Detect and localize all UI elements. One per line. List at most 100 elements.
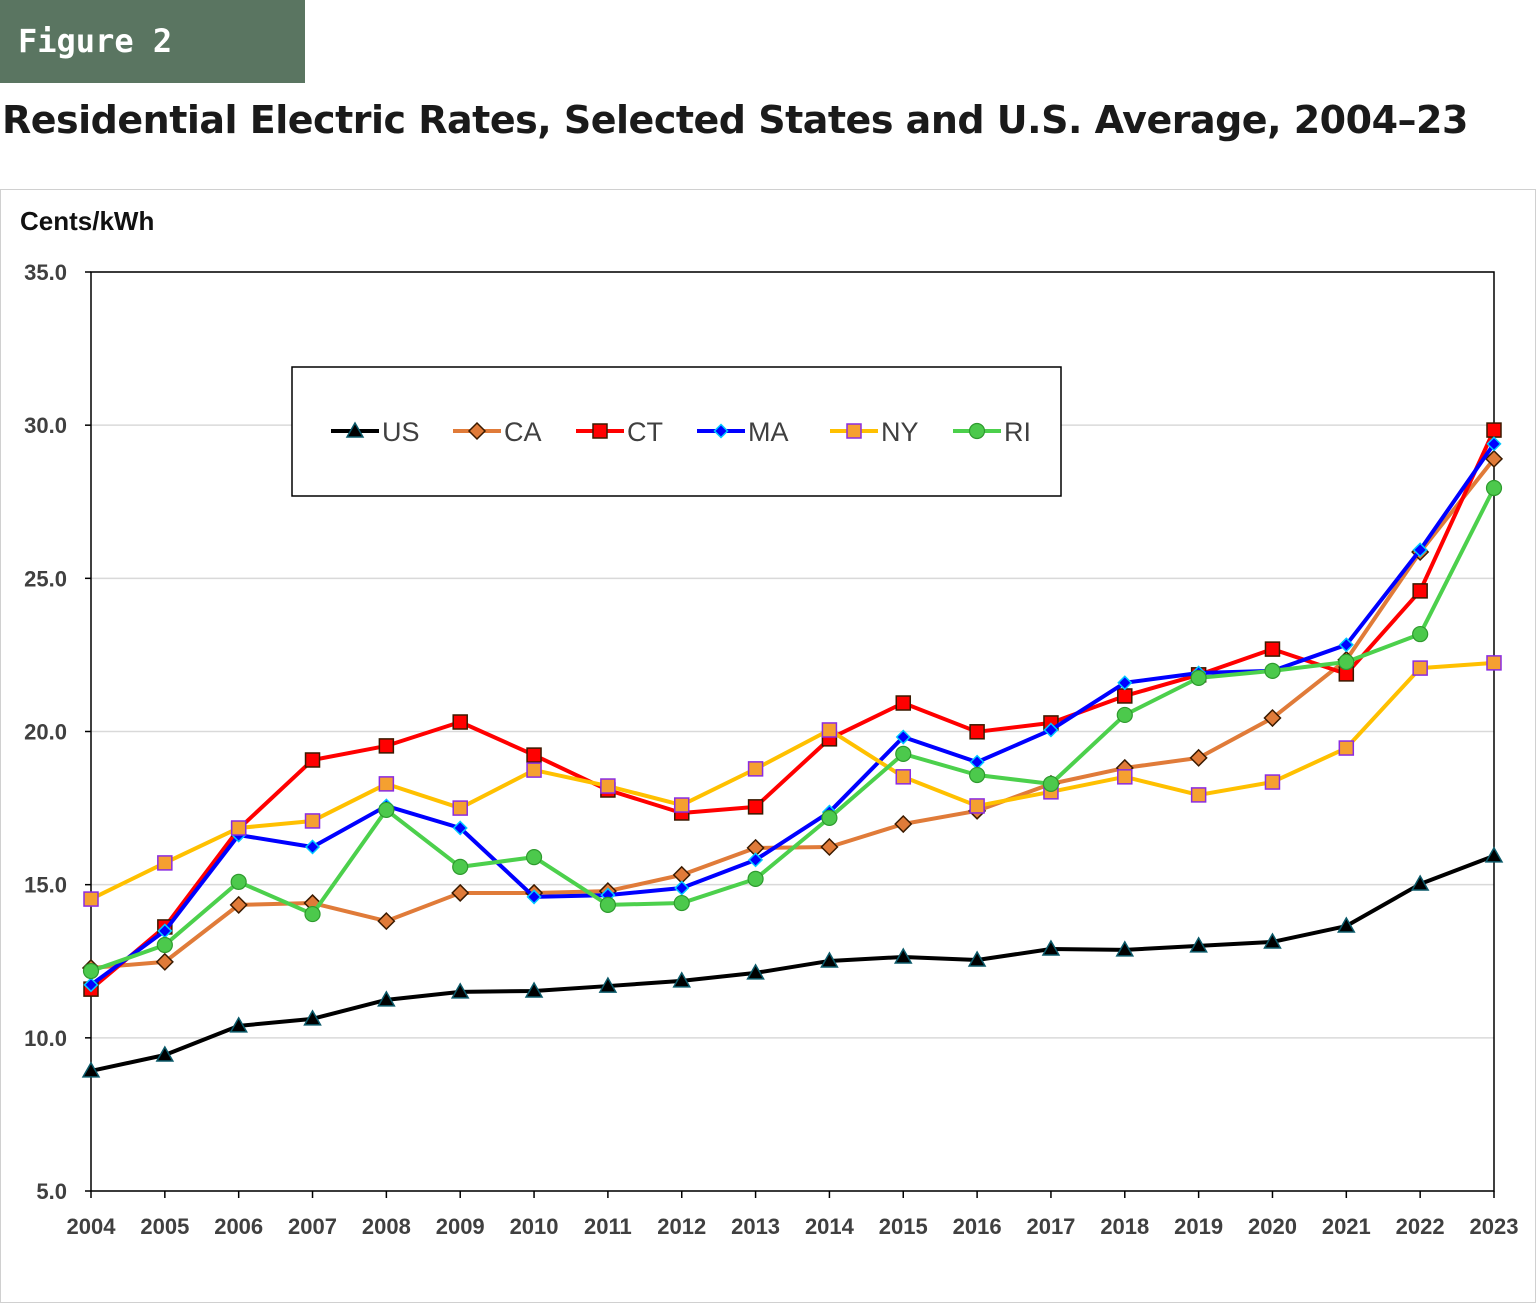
- x-tick-label: 2009: [436, 1214, 485, 1239]
- data-point-us: [1041, 939, 1061, 956]
- data-point-us: [598, 976, 618, 993]
- x-tick-label: 2018: [1100, 1214, 1149, 1239]
- series-ct: [83, 422, 1502, 997]
- data-point-ri: [895, 745, 912, 762]
- legend-label-ri: RI: [1004, 417, 1031, 447]
- series-us: [81, 846, 1504, 1078]
- data-point-ma: [1338, 637, 1354, 653]
- data-point-ct: [1412, 583, 1428, 599]
- data-point-ct: [747, 799, 764, 815]
- legend-label-us: US: [382, 417, 420, 447]
- legend-marker-ct: [592, 423, 608, 439]
- series-line-ri: [90, 487, 1496, 973]
- data-point-ri: [156, 936, 173, 954]
- data-point-ct: [526, 747, 542, 763]
- x-tick-label: 2008: [362, 1214, 411, 1239]
- data-point-ny: [1412, 660, 1428, 676]
- legend-marker-ma: [713, 423, 729, 439]
- data-point-ri: [1116, 706, 1133, 724]
- figure-label: Figure 2: [0, 0, 305, 83]
- data-point-ny: [600, 778, 616, 794]
- data-point-us: [1484, 846, 1504, 863]
- data-point-ny: [452, 800, 468, 816]
- data-point-ct: [304, 752, 321, 768]
- data-point-ct: [1486, 422, 1502, 438]
- data-point-ma: [1117, 675, 1133, 691]
- data-point-ny: [1190, 787, 1207, 803]
- data-point-ca: [451, 883, 470, 902]
- data-point-ri: [673, 894, 690, 912]
- x-tick-label: 2023: [1470, 1214, 1519, 1239]
- data-point-ny: [747, 761, 764, 777]
- y-tick-label: 5.0: [36, 1179, 67, 1204]
- x-tick-label: 2007: [288, 1214, 337, 1239]
- data-point-ca: [229, 895, 248, 914]
- legend-marker-us: [345, 421, 365, 438]
- x-tick-label: 2015: [879, 1214, 928, 1239]
- x-tick-label: 2005: [140, 1214, 189, 1239]
- data-point-us: [377, 990, 396, 1007]
- x-tick-label: 2013: [731, 1214, 780, 1239]
- x-tick-label: 2012: [657, 1214, 706, 1239]
- series-ri: [82, 479, 1503, 980]
- y-tick-label: 35.0: [24, 260, 67, 285]
- data-point-ny: [673, 797, 690, 813]
- data-point-ny: [157, 855, 173, 871]
- data-point-ma: [304, 839, 321, 855]
- data-point-ct: [1264, 641, 1281, 657]
- series-line-ct: [89, 429, 1496, 991]
- data-point-ri: [1485, 479, 1503, 497]
- data-point-ny: [230, 820, 247, 836]
- legend-marker-ca: [467, 421, 487, 441]
- data-point-ma: [452, 820, 468, 836]
- data-point-ca: [377, 912, 396, 931]
- data-point-ma: [748, 852, 764, 868]
- data-point-ny: [1117, 769, 1133, 785]
- data-point-ma: [895, 729, 911, 745]
- data-point-ri: [452, 858, 469, 875]
- data-point-ny: [1338, 740, 1355, 756]
- y-axis-label: Cents/kWh: [20, 206, 154, 236]
- x-tick-label: 2006: [214, 1214, 263, 1239]
- data-point-us: [1410, 874, 1430, 891]
- legend-marker-ny: [846, 423, 862, 439]
- plot-area: [90, 271, 1495, 1192]
- data-point-ma: [969, 754, 985, 770]
- series-ny: [83, 655, 1502, 907]
- data-point-ri: [747, 870, 764, 887]
- data-point-ca: [894, 814, 913, 834]
- data-point-us: [1263, 932, 1282, 949]
- legend-label-ma: MA: [748, 417, 789, 447]
- data-point-ma: [674, 880, 690, 896]
- data-point-ny: [1486, 655, 1502, 671]
- x-tick-label: 2019: [1174, 1214, 1223, 1239]
- data-point-ca: [1263, 708, 1282, 728]
- data-point-ny: [83, 891, 99, 907]
- data-point-ri: [304, 905, 321, 923]
- data-point-ct: [969, 724, 985, 740]
- data-point-ma: [1412, 542, 1428, 558]
- data-point-ct: [452, 714, 468, 730]
- data-point-ct: [378, 738, 395, 754]
- y-tick-label: 20.0: [24, 720, 67, 745]
- data-point-ri: [525, 848, 543, 866]
- data-point-ri: [969, 766, 986, 784]
- data-point-ri: [230, 873, 247, 891]
- data-point-ri: [1190, 669, 1207, 686]
- data-point-us: [81, 1061, 101, 1078]
- data-point-ny: [304, 813, 321, 829]
- data-point-ny: [895, 769, 912, 785]
- data-point-us: [820, 951, 839, 968]
- data-point-us: [746, 963, 765, 980]
- legend-marker-ri: [968, 422, 986, 440]
- y-tick-label: 15.0: [24, 873, 67, 898]
- data-point-ny: [378, 776, 395, 792]
- data-point-us: [303, 1009, 322, 1026]
- data-point-ca: [672, 865, 691, 884]
- data-point-ri: [1412, 625, 1429, 643]
- data-point-ri: [821, 809, 838, 826]
- legend-label-ca: CA: [504, 417, 542, 447]
- data-point-ny: [969, 798, 985, 814]
- data-point-ri: [1042, 775, 1060, 792]
